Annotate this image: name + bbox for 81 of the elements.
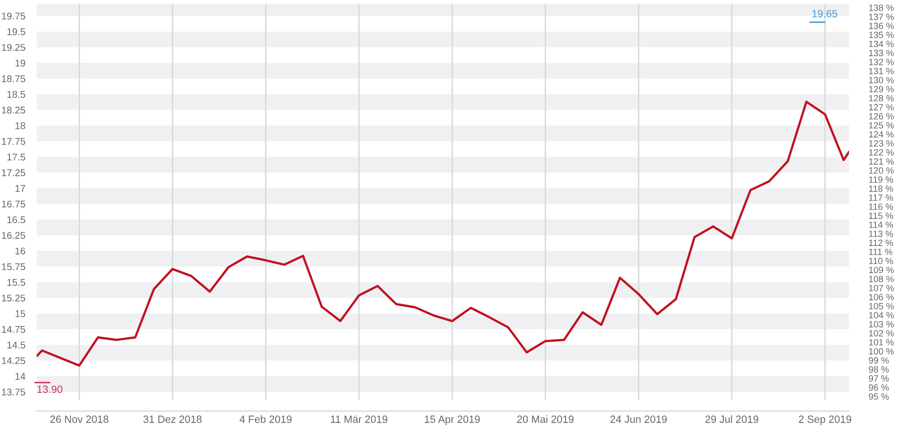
y2-tick-label: 131 % bbox=[869, 68, 894, 74]
x-tick-label: 26 Nov 2018 bbox=[50, 416, 108, 423]
y-tick-label: 15.25 bbox=[2, 294, 26, 302]
y2-tick-label: 120 % bbox=[869, 167, 894, 174]
y2-tick-label: 117 % bbox=[869, 194, 894, 201]
x-tick-label: 20 Mai 2019 bbox=[517, 415, 574, 423]
y2-tick-label: 118 % bbox=[869, 185, 894, 192]
y2-tick-label: 97 % bbox=[868, 375, 889, 382]
y-tick-label: 17 bbox=[16, 185, 26, 192]
y-tick-label: 18.25 bbox=[2, 106, 26, 114]
line-series bbox=[36, 100, 849, 367]
x-tick-label: 24 Jun 2019 bbox=[610, 416, 667, 423]
y2-tick-label: 108 % bbox=[869, 276, 894, 282]
y-tick-label: 16.5 bbox=[7, 216, 26, 224]
x-tick-label: 29 Jul 2019 bbox=[705, 415, 758, 423]
y2-tick-label: 99 % bbox=[868, 357, 889, 364]
y-tick-label: 14.5 bbox=[7, 342, 26, 348]
y2-tick-label: 129 % bbox=[869, 86, 894, 92]
y2-tick-label: 134 % bbox=[869, 40, 894, 48]
y2-tick-label: 124 % bbox=[869, 131, 894, 138]
y2-tick-label: 135 % bbox=[869, 32, 894, 38]
y-tick-label: 18 bbox=[16, 122, 26, 130]
y-tick-label: 16.25 bbox=[2, 232, 26, 239]
y2-tick-label: 101 % bbox=[869, 339, 894, 346]
y-tick-label: 19.25 bbox=[2, 44, 26, 51]
y2-tick-label: 113 % bbox=[869, 230, 894, 238]
y2-tick-label: 121 % bbox=[869, 158, 894, 165]
x-tick-label: 11 Mär 2019 bbox=[330, 416, 388, 423]
y-tick-label: 14.75 bbox=[2, 326, 26, 333]
annotation: 19.65 bbox=[812, 10, 838, 18]
x-tick-label: 31 Dez 2018 bbox=[143, 416, 202, 423]
y-tick-label: 17.25 bbox=[2, 169, 26, 176]
y2-tick-label: 114 % bbox=[869, 222, 894, 228]
x-tick-label: 2 Sep 2019 bbox=[798, 416, 852, 425]
y2-tick-label: 103 % bbox=[869, 321, 894, 328]
y-tick-label: 16.75 bbox=[2, 200, 26, 208]
y2-tick-label: 106 % bbox=[869, 294, 894, 300]
y2-tick-label: 127 % bbox=[869, 104, 894, 110]
y2-tick-label: 119 % bbox=[869, 176, 894, 183]
x-tick-label: 15 Apr 2019 bbox=[424, 416, 480, 425]
y2-tick-label: 132 % bbox=[869, 58, 894, 66]
y-tick-label: 14 bbox=[16, 373, 26, 380]
y-tick-label: 13.75 bbox=[2, 388, 26, 396]
y2-tick-label: 102 % bbox=[869, 330, 894, 336]
y2-tick-label: 116 % bbox=[869, 203, 894, 210]
y2-tick-label: 115 % bbox=[869, 212, 894, 219]
x-tick-label: 4 Feb 2019 bbox=[240, 415, 292, 423]
y-tick-label: 15.75 bbox=[2, 263, 26, 270]
y2-tick-label: 130 % bbox=[869, 76, 894, 84]
y2-tick-label: 123 % bbox=[869, 140, 894, 147]
y2-tick-label: 125 % bbox=[869, 122, 894, 129]
annotation: 13.90 bbox=[37, 386, 62, 394]
y-tick-label: 19.75 bbox=[2, 12, 26, 20]
y-tick-label: 19 bbox=[16, 60, 26, 67]
y2-tick-label: 109 % bbox=[869, 266, 894, 274]
y2-tick-label: 95 % bbox=[868, 393, 889, 400]
y-tick-label: 19.5 bbox=[7, 28, 26, 36]
y2-tick-label: 96 % bbox=[868, 384, 889, 391]
y2-tick-label: 105 % bbox=[869, 302, 894, 310]
y-tick-label: 15.5 bbox=[7, 279, 26, 286]
y-tick-label: 15 bbox=[16, 310, 26, 318]
y-tick-label: 18.5 bbox=[7, 90, 26, 98]
y2-tick-label: 138 % bbox=[869, 4, 894, 11]
y2-tick-label: 126 % bbox=[869, 113, 894, 120]
y2-tick-label: 137 % bbox=[869, 14, 894, 20]
y2-tick-label: 110 % bbox=[869, 258, 894, 264]
y2-tick-label: 107 % bbox=[869, 284, 894, 292]
y-tick-label: 17.75 bbox=[2, 138, 26, 145]
y2-tick-label: 111 % bbox=[869, 248, 892, 256]
y-tick-label: 16 bbox=[16, 248, 26, 254]
y2-tick-label: 128 % bbox=[869, 94, 894, 102]
y-tick-label: 14.25 bbox=[2, 357, 26, 364]
y2-tick-label: 122 % bbox=[869, 149, 894, 156]
y2-tick-label: 104 % bbox=[869, 312, 894, 318]
y2-tick-label: 136 % bbox=[869, 22, 894, 30]
y2-tick-label: 100 % bbox=[869, 348, 894, 355]
y2-tick-label: 133 % bbox=[869, 50, 894, 56]
y2-tick-label: 112 % bbox=[869, 240, 894, 246]
y-tick-label: 17.5 bbox=[7, 154, 26, 161]
y-tick-label: 18.75 bbox=[2, 75, 26, 82]
y2-tick-label: 98 % bbox=[868, 366, 889, 373]
